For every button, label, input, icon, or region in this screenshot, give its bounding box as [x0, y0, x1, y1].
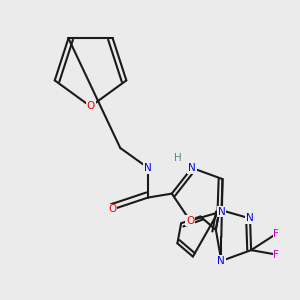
Text: F: F — [274, 229, 279, 239]
Text: H: H — [174, 153, 182, 163]
Text: N: N — [218, 207, 225, 217]
Text: N: N — [144, 163, 152, 173]
Text: O: O — [186, 216, 194, 226]
Text: O: O — [108, 204, 116, 214]
Text: N: N — [188, 163, 196, 173]
Text: N: N — [218, 256, 225, 266]
Text: F: F — [274, 250, 279, 260]
Text: N: N — [246, 213, 254, 224]
Text: O: O — [86, 101, 95, 111]
